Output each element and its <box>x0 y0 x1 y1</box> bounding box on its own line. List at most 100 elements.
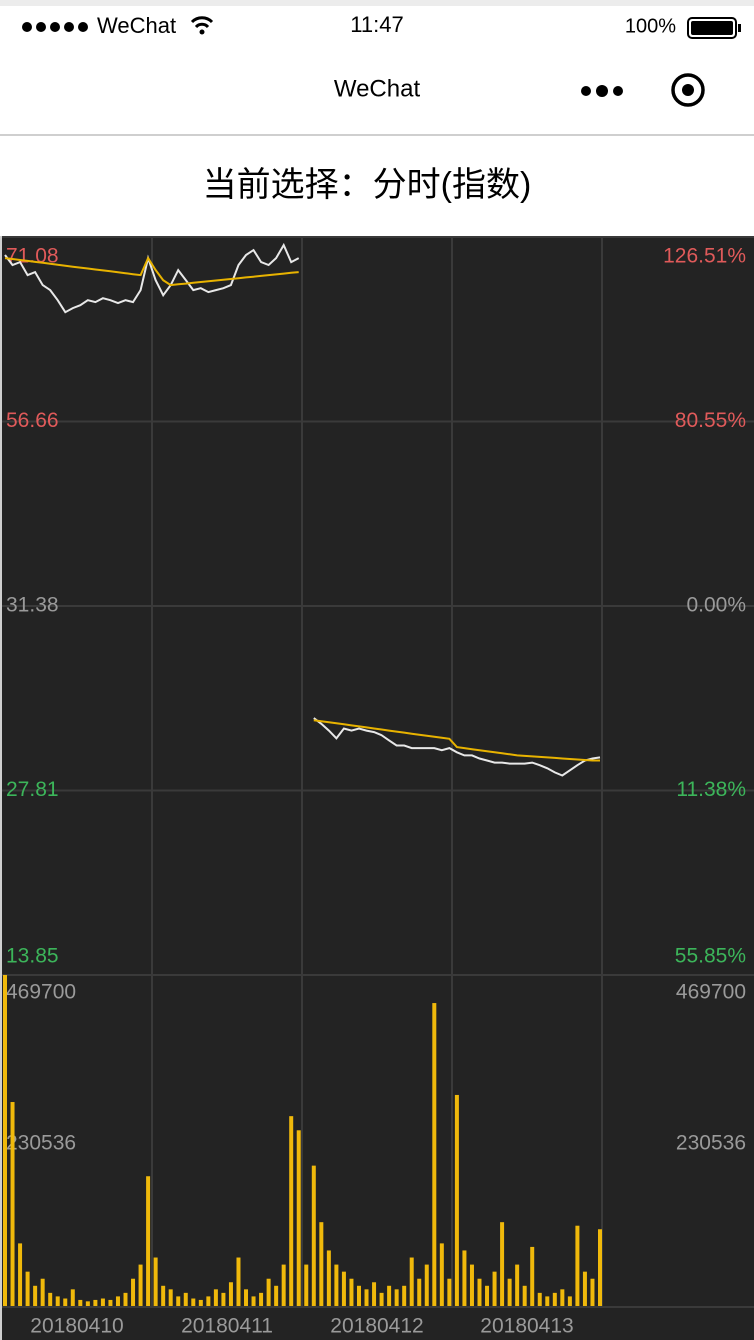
volume-bar <box>115 1296 120 1307</box>
volume-bar <box>552 1292 557 1307</box>
more-button[interactable] <box>581 85 623 97</box>
volume-bar <box>70 1289 75 1307</box>
volume-bar <box>108 1299 113 1307</box>
volume-bar <box>244 1289 249 1307</box>
volume-bar <box>485 1285 490 1307</box>
volume-bar <box>432 1003 437 1307</box>
volume-bar <box>85 1301 90 1307</box>
volume-bar <box>281 1264 286 1307</box>
volume-bar <box>100 1298 105 1307</box>
volume-bar <box>213 1289 218 1307</box>
volume-bar <box>507 1278 512 1307</box>
volume-bar <box>168 1289 173 1307</box>
volume-bar <box>236 1257 241 1307</box>
y2-tick-label: 230536 <box>676 1132 746 1155</box>
volume-bar <box>454 1094 459 1307</box>
wifi-icon <box>190 16 214 29</box>
volume-bar <box>40 1278 45 1307</box>
volume-bar <box>63 1298 68 1307</box>
battery-tip <box>738 24 741 32</box>
volume-bar <box>311 1165 316 1307</box>
volume-bar <box>515 1264 520 1307</box>
volume-bar <box>206 1296 211 1307</box>
x-tick-label: 20180412 <box>330 1315 423 1338</box>
volume-bar <box>417 1278 422 1307</box>
volume-bar <box>131 1278 136 1307</box>
y2-tick-label: 126.51% <box>663 245 746 268</box>
price-line <box>4 242 601 777</box>
volume-bar <box>439 1243 444 1307</box>
volume-bar <box>492 1271 497 1307</box>
volume-bar <box>477 1278 482 1307</box>
volume-bar <box>251 1296 256 1307</box>
volume-bar <box>364 1289 369 1307</box>
volume-bar <box>394 1289 399 1307</box>
volume-bar <box>469 1264 474 1307</box>
volume-bar <box>341 1271 346 1307</box>
nav-title: WeChat <box>334 75 421 102</box>
volume-bar <box>387 1285 392 1307</box>
y-tick-label: 27.81 <box>6 778 59 801</box>
volume-bar <box>10 1102 15 1307</box>
volume-bar <box>33 1285 38 1307</box>
volume-bar <box>221 1292 226 1307</box>
volume-bar <box>228 1282 233 1307</box>
volume-bar <box>379 1292 384 1307</box>
volume-bar <box>266 1278 271 1307</box>
volume-bar <box>545 1296 550 1307</box>
x-tick-label: 20180410 <box>30 1315 123 1338</box>
volume-bar <box>78 1299 83 1307</box>
close-button[interactable] <box>671 73 705 107</box>
volume-bar <box>334 1264 339 1307</box>
price-line <box>4 255 600 762</box>
chart-background <box>0 238 754 1340</box>
volume-bar <box>259 1292 264 1307</box>
volume-bar <box>138 1264 143 1307</box>
volume-bar <box>447 1278 452 1307</box>
volume-bar <box>582 1271 587 1307</box>
y-tick-label: 230536 <box>6 1132 76 1155</box>
battery-icon <box>687 17 737 39</box>
x-tick-label: 20180411 <box>181 1315 273 1338</box>
page-header: 当前选择：分时(指数) <box>203 166 532 204</box>
volume-bar <box>462 1250 467 1307</box>
y2-tick-label: 55.85% <box>675 945 746 968</box>
carrier: WeChat <box>97 13 176 38</box>
volume-bar <box>349 1278 354 1307</box>
volume-bar <box>48 1292 53 1307</box>
volume-bar <box>326 1250 331 1307</box>
battery-fill <box>691 21 733 35</box>
volume-bar <box>183 1292 188 1307</box>
volume-bar <box>176 1296 181 1307</box>
volume-bar <box>530 1246 535 1307</box>
volume-bar <box>289 1116 294 1307</box>
left-edge <box>0 238 2 1340</box>
volume-bar <box>274 1285 279 1307</box>
volume-bar <box>3 975 7 1307</box>
volume-bar <box>25 1271 30 1307</box>
y2-tick-label: 469700 <box>676 981 746 1004</box>
volume-bar <box>402 1285 407 1307</box>
signal-dots <box>22 22 88 32</box>
y-tick-label: 469700 <box>6 981 76 1004</box>
volume-bar <box>55 1296 60 1307</box>
x-tick-label: 20180413 <box>480 1315 573 1338</box>
volume-bar <box>123 1292 128 1307</box>
volume-bar <box>18 1243 23 1307</box>
volume-bar <box>372 1282 377 1307</box>
wifi-dot <box>199 29 205 35</box>
volume-bar <box>319 1222 324 1307</box>
volume-bar <box>93 1299 98 1307</box>
volume-bar <box>598 1229 602 1307</box>
battery-level: 100% <box>625 15 676 37</box>
volume-bar <box>590 1278 595 1307</box>
y-tick-label: 13.85 <box>6 945 59 968</box>
volume-bar <box>146 1176 151 1307</box>
y-tick-label: 31.38 <box>6 594 59 617</box>
volume-bar <box>424 1264 429 1307</box>
volume-bar <box>537 1292 542 1307</box>
y2-tick-label: 80.55% <box>675 409 746 432</box>
volume-bar <box>522 1285 527 1307</box>
y2-tick-label: 11.38% <box>676 778 746 801</box>
